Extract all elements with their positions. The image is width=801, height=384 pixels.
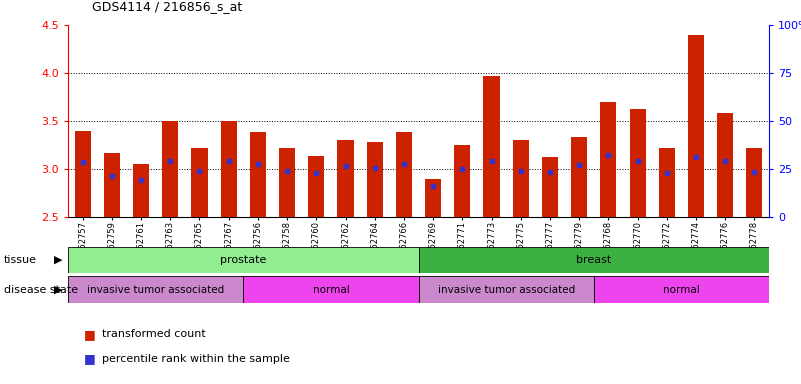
- Bar: [163, 121, 179, 217]
- Text: breast: breast: [576, 255, 611, 265]
- Text: disease state: disease state: [4, 285, 78, 295]
- Bar: [104, 153, 120, 217]
- Text: transformed count: transformed count: [102, 329, 206, 339]
- Text: ■: ■: [84, 353, 96, 366]
- Bar: [594, 276, 769, 303]
- Text: ▶: ▶: [54, 255, 62, 265]
- Text: invasive tumor associated: invasive tumor associated: [437, 285, 575, 295]
- Text: prostate: prostate: [220, 255, 267, 265]
- Bar: [747, 148, 763, 217]
- Text: ▶: ▶: [54, 285, 62, 295]
- Text: normal: normal: [312, 285, 349, 295]
- Text: percentile rank within the sample: percentile rank within the sample: [102, 354, 290, 364]
- Bar: [191, 148, 207, 217]
- Bar: [133, 164, 149, 217]
- Bar: [425, 179, 441, 217]
- Bar: [418, 247, 769, 273]
- Bar: [717, 113, 733, 217]
- Bar: [571, 137, 587, 217]
- Bar: [418, 276, 594, 303]
- Bar: [68, 276, 244, 303]
- Bar: [513, 140, 529, 217]
- Bar: [484, 76, 500, 217]
- Bar: [396, 132, 412, 217]
- Bar: [337, 140, 353, 217]
- Bar: [74, 131, 91, 217]
- Bar: [308, 156, 324, 217]
- Bar: [542, 157, 558, 217]
- Text: normal: normal: [663, 285, 700, 295]
- Bar: [367, 142, 383, 217]
- Bar: [279, 148, 295, 217]
- Text: GDS4114 / 216856_s_at: GDS4114 / 216856_s_at: [92, 0, 243, 13]
- Bar: [250, 132, 266, 217]
- Text: ■: ■: [84, 328, 96, 341]
- Bar: [68, 247, 418, 273]
- Bar: [600, 102, 617, 217]
- Bar: [454, 145, 470, 217]
- Bar: [630, 109, 646, 217]
- Bar: [688, 35, 704, 217]
- Bar: [658, 148, 674, 217]
- Bar: [244, 276, 418, 303]
- Text: invasive tumor associated: invasive tumor associated: [87, 285, 224, 295]
- Bar: [220, 121, 237, 217]
- Text: tissue: tissue: [4, 255, 37, 265]
